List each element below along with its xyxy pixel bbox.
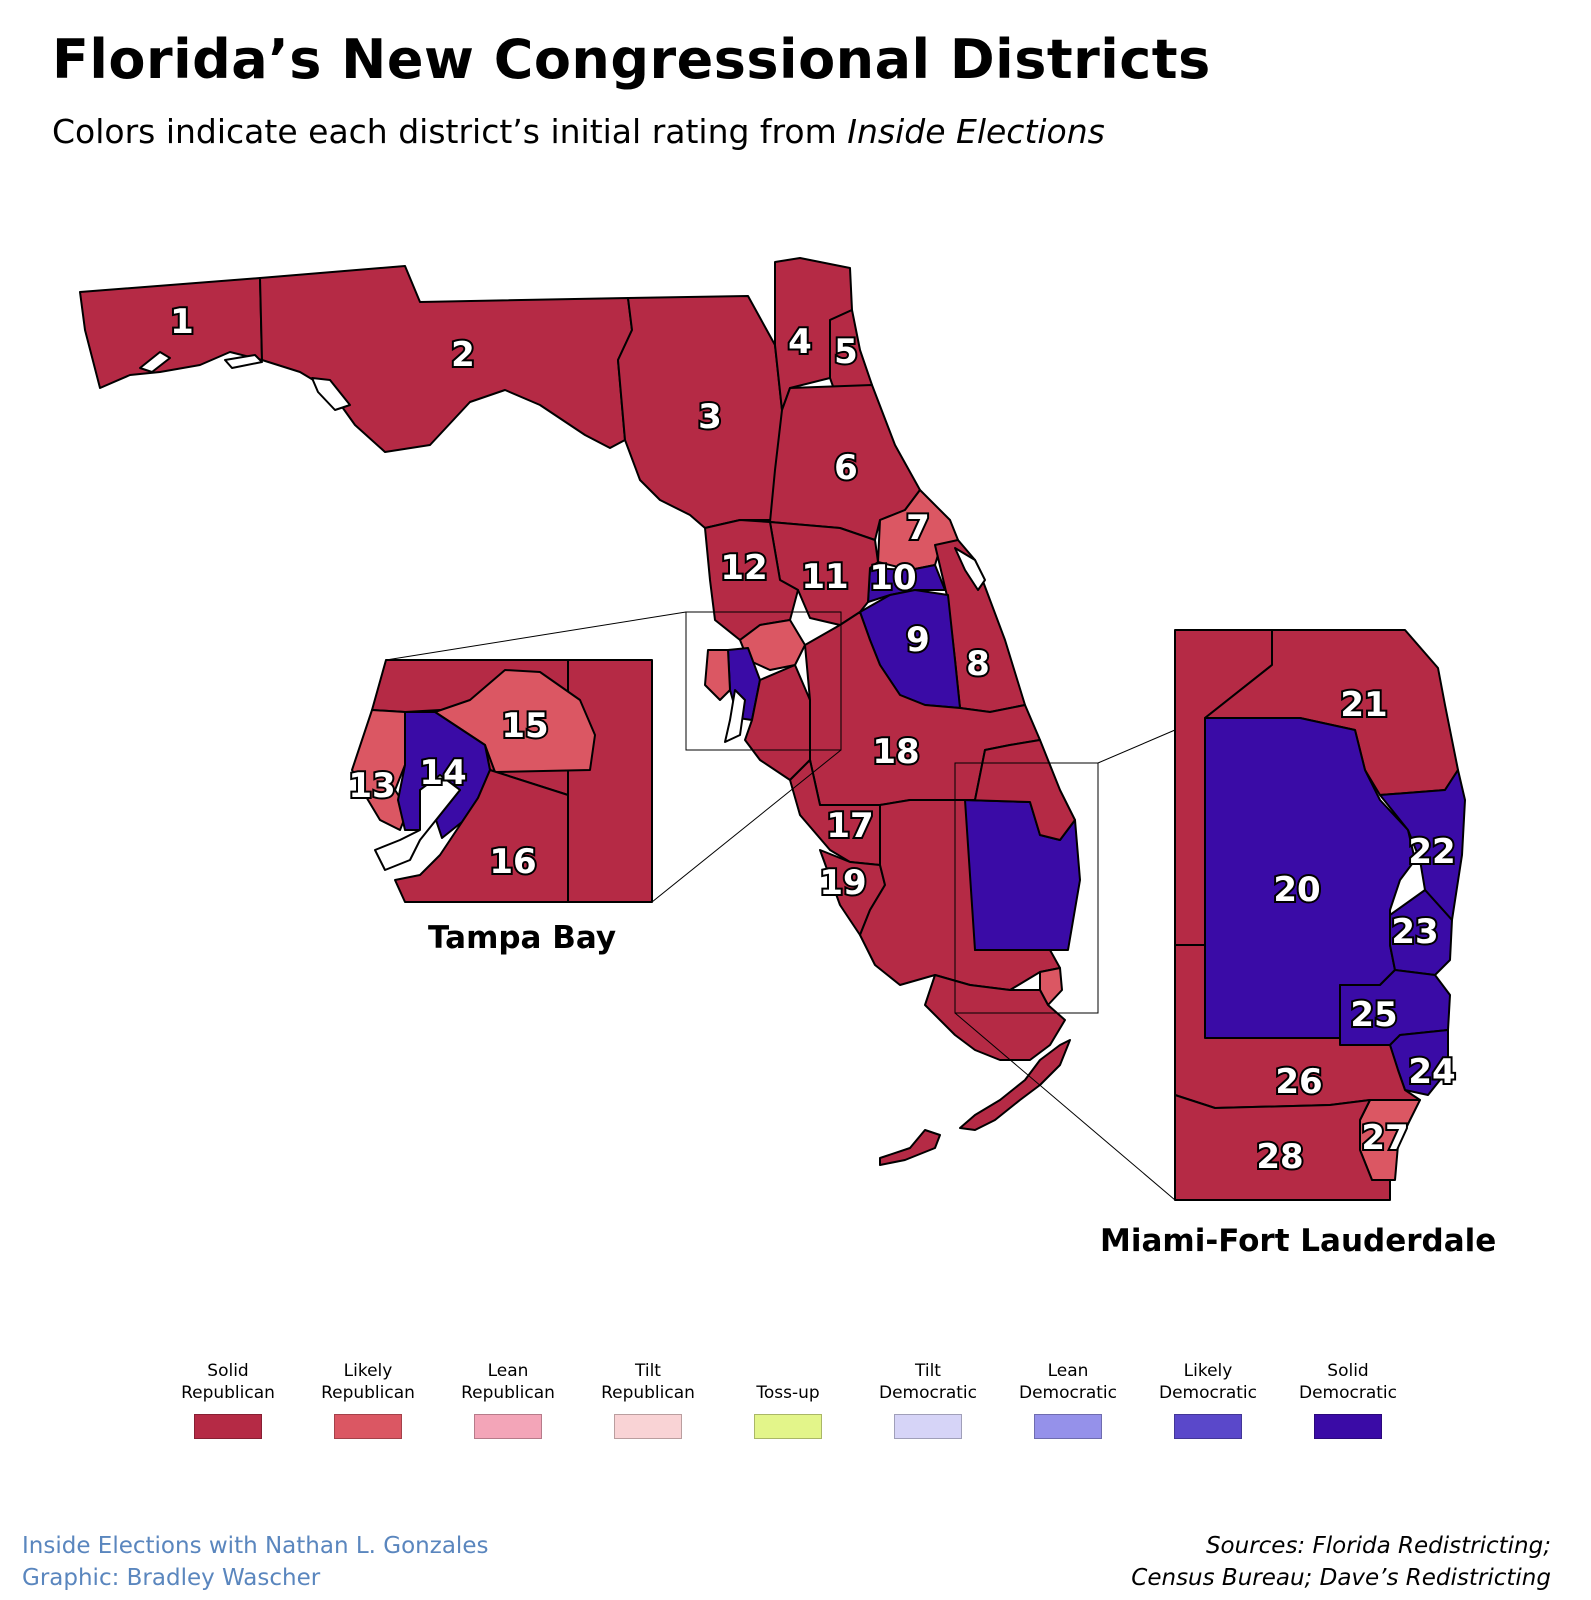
- district-label-15: 15: [501, 706, 548, 746]
- district-label-21: 21: [1340, 685, 1387, 725]
- sources-line-2: Census Bureau; Dave’s Redistricting: [1131, 1565, 1551, 1591]
- choctawhatchee-bay: [224, 354, 263, 369]
- district-label-27: 27: [1361, 1118, 1408, 1158]
- district-label-8: 8: [966, 644, 990, 684]
- tampa-callout-line-bottom: [651, 749, 842, 903]
- miami-inset-title: Miami-Fort Lauderdale: [1100, 1223, 1497, 1259]
- district-label-11: 11: [801, 557, 848, 597]
- legend-label: Likely Democratic: [1159, 1361, 1257, 1403]
- legend-label: Tilt Democratic: [879, 1361, 977, 1403]
- district-13-main[interactable]: [704, 649, 731, 701]
- tampa-bay-water: [724, 689, 746, 743]
- page-subtitle: Colors indicate each district’s initial …: [52, 112, 1105, 151]
- district-label-1: 1: [170, 302, 194, 342]
- legend-swatch: [334, 1414, 402, 1439]
- tampa-inset-district-18[interactable]: [567, 659, 653, 903]
- district-label-7: 7: [906, 508, 930, 548]
- district-27-main[interactable]: [1039, 967, 1063, 1006]
- district-label-20: 20: [1273, 870, 1320, 910]
- legend-item-tilt-republican: Tilt Republican: [578, 1358, 718, 1439]
- legend-swatch: [1034, 1414, 1102, 1439]
- miami-inset-district-28[interactable]: [1174, 1094, 1391, 1201]
- legend-label: Tilt Republican: [601, 1361, 695, 1403]
- district-label-26: 26: [1275, 1062, 1322, 1102]
- district-10[interactable]: [867, 564, 946, 603]
- legend-item-likely-republican: Likely Republican: [298, 1358, 438, 1439]
- legend-swatch: [474, 1414, 542, 1439]
- district-label-3: 3: [698, 397, 722, 437]
- district-label-28: 28: [1256, 1137, 1303, 1177]
- tampa-callout-box: [685, 611, 842, 751]
- district-label-14: 14: [419, 753, 466, 793]
- legend-item-solid-republican: Solid Republican: [158, 1358, 298, 1439]
- legend-label: Solid Democratic: [1299, 1361, 1397, 1403]
- district-label-9: 9: [906, 620, 930, 660]
- legend-label: Lean Democratic: [1019, 1361, 1117, 1403]
- legend-item-lean-democratic: Lean Democratic: [998, 1358, 1138, 1439]
- district-label-17: 17: [826, 806, 873, 846]
- legend-swatch: [894, 1414, 962, 1439]
- district-label-18: 18: [872, 732, 919, 772]
- subtitle-publication: Inside Elections: [847, 112, 1105, 151]
- subtitle-text: Colors indicate each district’s initial …: [52, 112, 848, 151]
- district-label-23: 23: [1391, 912, 1438, 952]
- rating-legend: Solid Republican Likely Republican Lean Rep…: [158, 1358, 1418, 1448]
- district-28-main[interactable]: [924, 974, 1066, 1061]
- district-label-22: 22: [1408, 832, 1455, 872]
- florida-keys-west: [879, 1129, 941, 1166]
- district-2[interactable]: [259, 265, 633, 453]
- legend-label: Toss-up: [756, 1383, 820, 1403]
- legend-swatch: [614, 1414, 682, 1439]
- legend-swatch: [1314, 1414, 1382, 1439]
- legend-item-likely-democratic: Likely Democratic: [1138, 1358, 1278, 1439]
- district-label-24: 24: [1408, 1052, 1455, 1092]
- credit: Inside Elections with Nathan L. Gonzales…: [22, 1530, 488, 1594]
- district-label-12: 12: [720, 548, 767, 588]
- legend-swatch: [754, 1414, 822, 1439]
- tampa-inset-district-16[interactable]: [394, 769, 569, 903]
- legend-label: Lean Republican: [461, 1361, 555, 1403]
- tampa-inset-water: [374, 774, 461, 871]
- credit-graphic: Graphic: Bradley Wascher: [22, 1565, 321, 1591]
- indian-river-lagoon: [954, 547, 986, 591]
- miami-inset-district-23[interactable]: [1389, 889, 1453, 976]
- district-label-19: 19: [819, 863, 866, 903]
- florida-keys: [959, 1039, 1071, 1131]
- district-label-6: 6: [834, 448, 858, 488]
- miami-callout-line-bottom: [954, 1012, 1176, 1201]
- legend-item-tilt-democratic: Tilt Democratic: [858, 1358, 998, 1439]
- pensacola-bay: [139, 351, 171, 373]
- district-label-5: 5: [834, 332, 858, 372]
- tampa-callout-line-top: [385, 611, 687, 661]
- tampa-bay-inset-title: Tampa Bay: [428, 920, 617, 956]
- legend-swatch: [1174, 1414, 1242, 1439]
- legend-label: Likely Republican: [321, 1361, 415, 1403]
- sources-line-1: Sources: Florida Redistricting;: [1205, 1533, 1551, 1559]
- miami-callout-box: [954, 762, 1099, 1014]
- legend-item-lean-republican: Lean Republican: [438, 1358, 578, 1439]
- legend-label: Solid Republican: [181, 1361, 275, 1403]
- district-21-main[interactable]: [964, 739, 1076, 841]
- tampa-bay-inset: [351, 659, 653, 903]
- apalachicola-bay: [311, 377, 351, 411]
- district-label-2: 2: [451, 335, 475, 375]
- district-label-16: 16: [489, 842, 536, 882]
- legend-item-solid-democratic: Solid Democratic: [1278, 1358, 1418, 1439]
- page-title: Florida’s New Congressional Districts: [52, 28, 1211, 91]
- district-label-13: 13: [348, 766, 395, 806]
- legend-swatch: [194, 1414, 262, 1439]
- legend-item-toss-up: Toss-up: [718, 1358, 858, 1439]
- sources: Sources: Florida Redistricting; Census B…: [1131, 1530, 1551, 1594]
- miami-inset: [1174, 629, 1466, 1201]
- miami-callout-line-top: [1097, 729, 1176, 764]
- miami-inset-district-22[interactable]: [1379, 769, 1466, 921]
- credit-organization: Inside Elections with Nathan L. Gonzales: [22, 1533, 489, 1559]
- district-label-4: 4: [788, 322, 812, 362]
- tampa-inset-district-15[interactable]: [434, 669, 596, 773]
- district-label-10: 10: [869, 558, 916, 598]
- district-label-25: 25: [1350, 995, 1397, 1035]
- district-6[interactable]: [769, 384, 921, 541]
